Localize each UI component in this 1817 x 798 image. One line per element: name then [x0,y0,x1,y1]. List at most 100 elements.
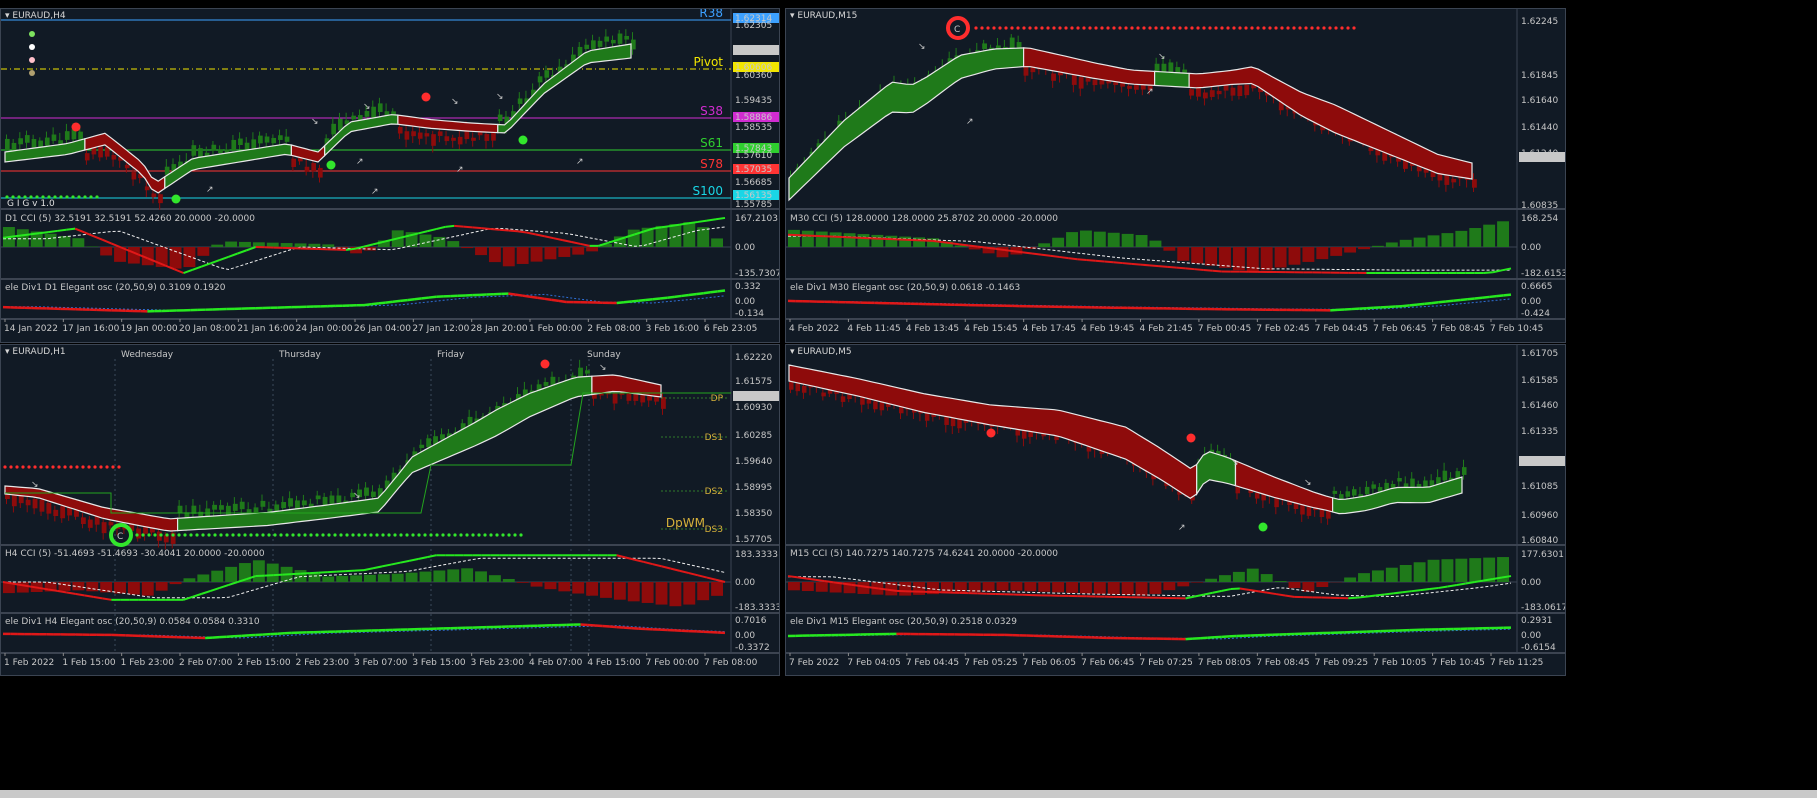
candle [191,145,197,156]
signal-dot [974,26,978,30]
candle [464,129,470,140]
signal-dot [1346,26,1350,30]
cci-bar [1455,558,1468,582]
osc-tick: 0.00 [1521,297,1541,307]
cci-bar [308,243,321,247]
cci-line [74,227,85,234]
cci-bar [899,236,912,247]
candle [1209,449,1215,454]
signal-dot [1208,26,1212,30]
price-tick-highlighted: 1.58886 [735,113,772,123]
cci-bar [1052,237,1065,247]
osc-line [1402,304,1410,308]
cci-bar [1385,567,1398,582]
candle [412,451,418,458]
candle [18,138,23,145]
candle [624,35,630,40]
cci-bar [1079,230,1092,247]
cci-bar [1010,582,1023,591]
c-marker-letter: C [117,532,123,542]
c-marker-icon [109,523,133,547]
trend-band [84,132,166,194]
candle [198,148,203,161]
cci-line [219,584,229,589]
candle [156,531,162,541]
cci-bar [857,582,870,594]
cci-line [1248,588,1259,593]
osc-line [1438,300,1447,304]
time-label: 24 Jan 00:00 [296,324,353,334]
cci-bar [86,246,99,247]
candle [38,140,43,151]
cci-bar [1135,582,1148,596]
signal-dot [21,465,25,469]
osc-tick: 0.6665 [1521,282,1553,292]
price-tick: 1.60930 [735,403,772,413]
cci-line [354,245,365,250]
signal-dot [351,533,355,537]
cci-bar [141,582,154,596]
osc-line [421,296,430,300]
chart-window-h4[interactable]: R38 Pivot S38 S61 S78 S100 ↗ ↗ ↗ ↗ ↗ ↘ ↘ ↘ ↘ 1.62314 1.6… [0,8,780,343]
signal-dot [35,195,39,199]
cci-tick: 183.3333 [735,550,778,560]
signal-dot [1154,26,1158,30]
cci-bar [996,582,1009,591]
cci-bar [350,247,362,254]
osc-line [414,297,422,301]
cci-bar [829,232,842,247]
candle [1293,498,1299,510]
cci-line [481,227,491,230]
signal-dot [339,533,343,537]
cci-bar [225,241,238,247]
cci-bar [1038,582,1051,592]
candle [544,70,550,78]
signal-dot [53,195,57,199]
pivot-level-label: DP [711,394,724,404]
cci-line [652,563,663,568]
chart-window-m5[interactable]: ↗ ↘ ↘ 1.61705 1.61585 1.61460 1.61335 1.61203 1.… [785,344,1566,676]
chart-window-h1[interactable]: Wednesday Thursday Friday Sunday ↘ ↘ ↘ C DP DS1 DS… [0,344,780,676]
osc-line [681,293,690,298]
signal-dot [183,533,187,537]
candle [1016,42,1022,52]
osc-line [428,295,437,299]
chart-canvas-m15[interactable]: ↗↗↘↘C1.622451.618451.616401.614401.61240… [786,9,1566,343]
candle [511,111,516,120]
cci-line [2,581,13,585]
candle [1120,81,1125,87]
cci-line [553,237,563,242]
signal-dot [399,533,403,537]
pivot-level-label: DS3 [705,525,723,535]
signal-dot [327,533,331,537]
signal-dot [1028,26,1032,30]
osc-line [667,295,675,300]
osc-tick: 0.7016 [735,616,767,626]
candle [295,500,300,510]
osc-tick: -0.134 [735,309,764,319]
signal-dot [1022,26,1026,30]
cci-bar [641,582,654,603]
cci-bar [982,247,995,254]
cci-bar [1066,232,1078,247]
buy-arrow-icon: ↗ [356,157,364,167]
cci-line [445,224,455,228]
candle [647,394,653,401]
chart-canvas-h1[interactable]: Wednesday Thursday Friday Sunday ↘ ↘ ↘ C DP DS1 DS… [1,345,780,676]
price-highlight-box [1519,456,1565,466]
candle [1202,92,1208,99]
candle [78,131,83,143]
candle [840,396,846,402]
osc-line [616,301,625,305]
chart-canvas-m5[interactable]: ↗ ↘ ↘ 1.61705 1.61585 1.61460 1.61335 1.61203 1.… [786,345,1566,676]
chart-window-m15[interactable]: ↗↗↘↘C1.622451.618451.616401.614401.61240… [785,8,1566,343]
osc-line [1445,299,1454,303]
osc-line [695,291,704,296]
signal-dot [1220,26,1224,30]
candle [80,517,86,525]
signal-dot [51,465,55,469]
cci-bar [544,247,557,260]
cci-line [1230,587,1240,591]
cci-bar [377,574,390,582]
